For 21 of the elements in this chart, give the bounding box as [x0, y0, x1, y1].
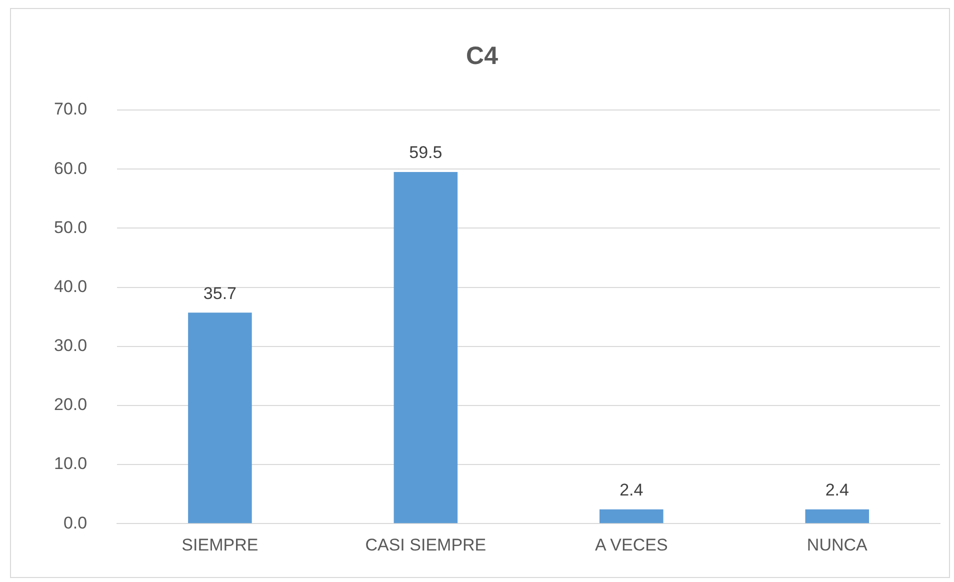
y-tick-label: 20.0 — [54, 395, 88, 414]
bar — [188, 312, 252, 524]
data-label: 2.4 — [825, 480, 849, 500]
data-label: 35.7 — [203, 284, 236, 303]
bar — [600, 509, 664, 524]
bar — [805, 509, 870, 524]
y-tick-label: 40.0 — [54, 276, 88, 296]
chart-title: C4 — [466, 42, 498, 70]
y-tick-label: 50.0 — [54, 218, 88, 237]
bar — [394, 172, 458, 524]
y-tick-label: 60.0 — [54, 158, 88, 178]
y-tick-label: 30.0 — [54, 336, 88, 356]
data-label: 2.4 — [620, 480, 644, 500]
y-tick-label: 10.0 — [54, 454, 88, 474]
x-tick-label: SIEMPRE — [182, 535, 258, 554]
y-tick-label: 0.0 — [63, 513, 88, 532]
data-label: 59.5 — [409, 143, 442, 162]
x-tick-label: NUNCA — [806, 535, 868, 554]
x-tick-label: A VECES — [595, 535, 668, 554]
y-tick-label: 70.0 — [54, 100, 88, 119]
x-tick-label: CASI SIEMPRE — [365, 535, 486, 554]
